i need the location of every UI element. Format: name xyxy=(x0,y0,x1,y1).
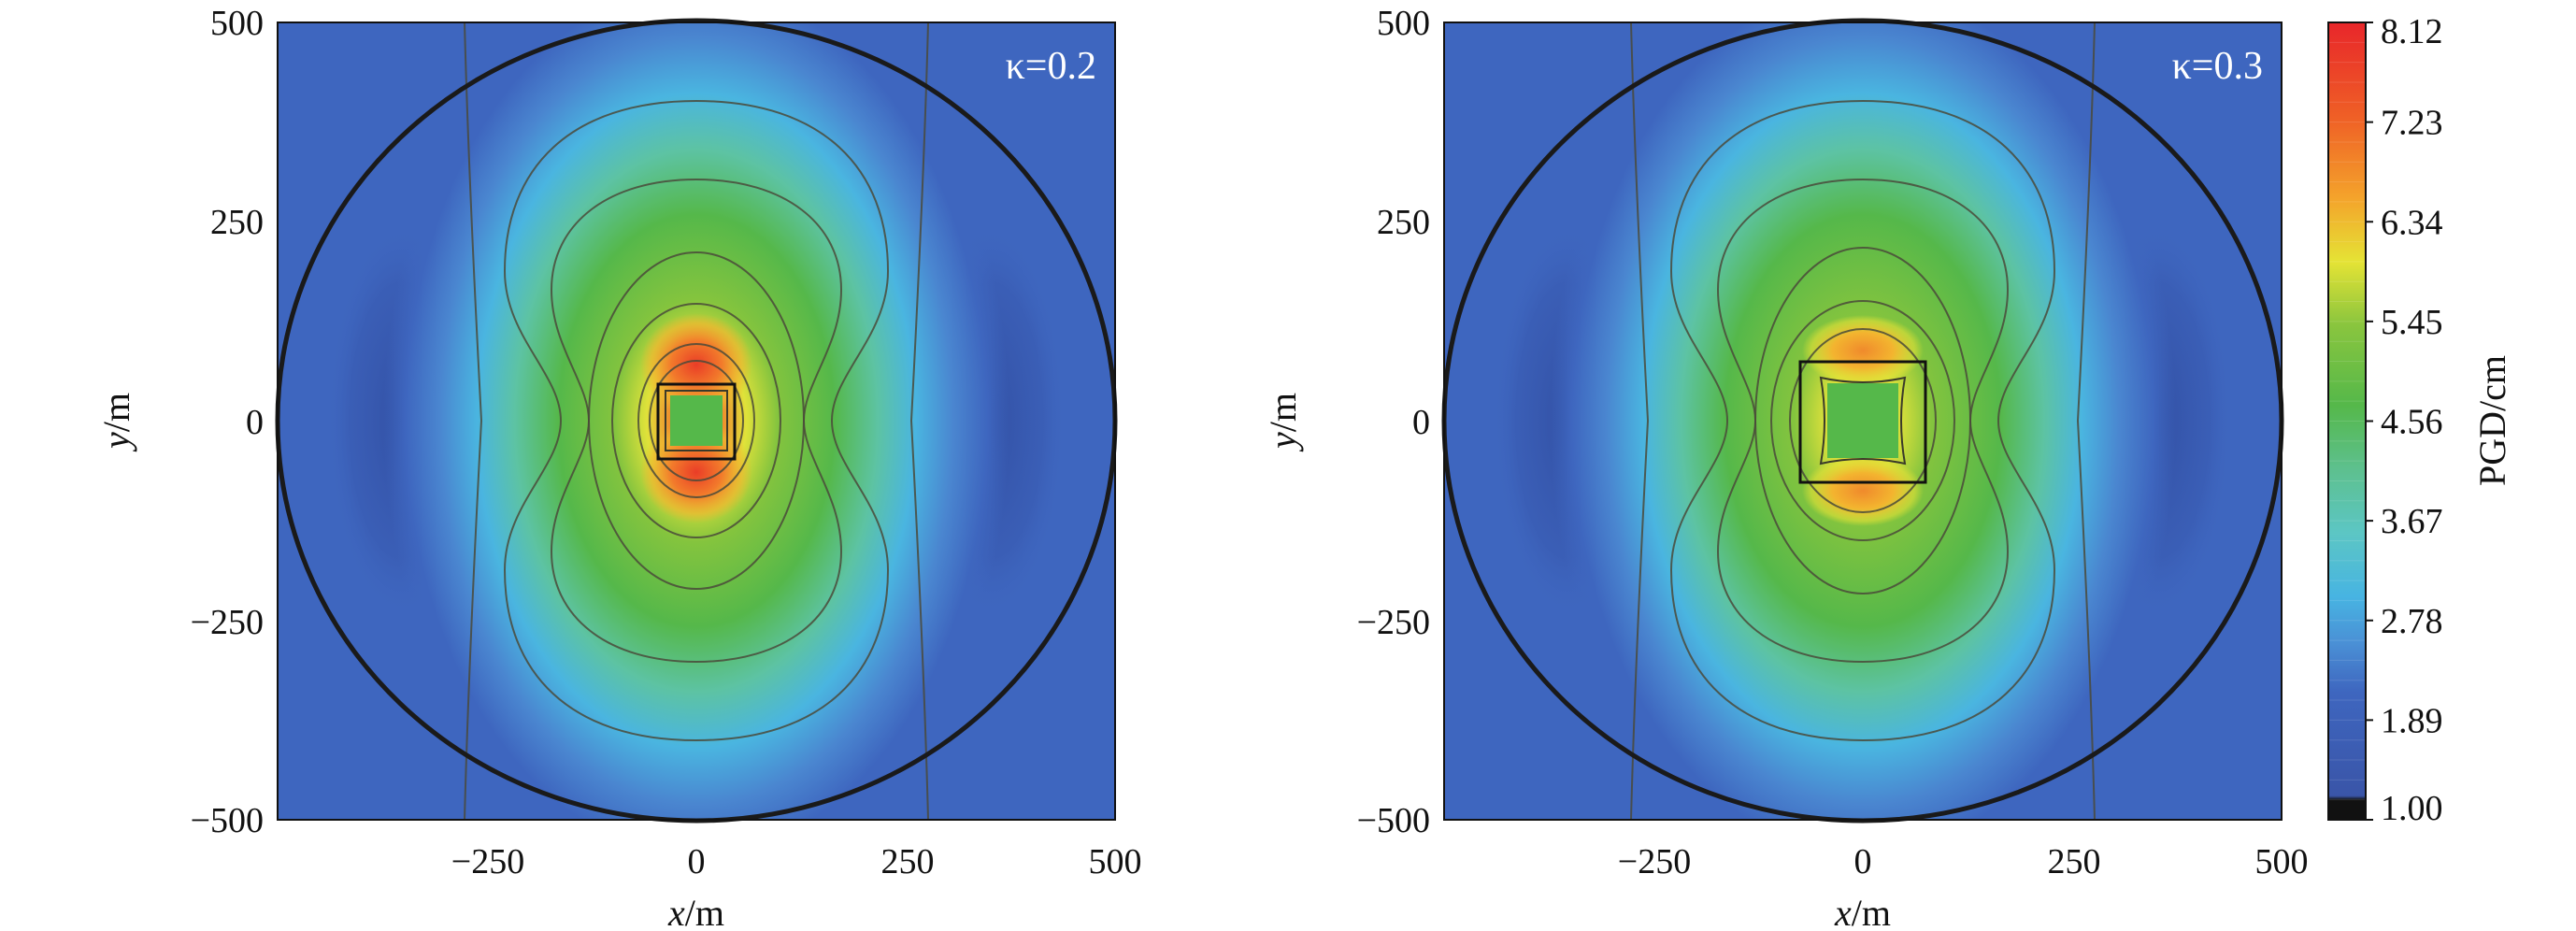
y-tick-label: 500 xyxy=(1377,4,1430,43)
x-axis-label-right: x/m xyxy=(1834,892,1891,931)
y-axis-unit: /m xyxy=(95,393,137,432)
contour-lines-left xyxy=(464,22,929,820)
x-tick-label: 250 xyxy=(2048,842,2101,881)
contour-line xyxy=(464,22,483,820)
y-axis-var: y xyxy=(1262,432,1304,452)
contour-line xyxy=(649,360,744,481)
contour-line xyxy=(611,303,781,538)
y-tick-label: 500 xyxy=(210,4,264,43)
core-region-right xyxy=(1827,383,1898,458)
colorbar-tick-label: 7.23 xyxy=(2381,104,2443,143)
colorbar-tick-label: 8.12 xyxy=(2381,12,2443,51)
colorbar-tick-label: 2.78 xyxy=(2381,602,2443,641)
colorbar-tick-label: 6.34 xyxy=(2381,203,2443,242)
y-axis-unit: /m xyxy=(1262,393,1304,432)
y-ticks-left: 500 250 0 −250 −500 xyxy=(191,4,264,840)
colorbar-gradient xyxy=(2328,22,2366,820)
heatmap-field-left xyxy=(278,22,1115,820)
colorbar-ticks: 8.12 7.23 6.34 5.45 4.56 3.67 2.78 1.89 1.00 xyxy=(2366,12,2443,828)
x-tick-label: −250 xyxy=(451,842,524,881)
contour-line xyxy=(637,343,755,498)
source-square-right xyxy=(1798,360,1927,484)
x-axis-label-left: x/m xyxy=(667,892,724,931)
y-tick-label: −500 xyxy=(191,801,264,840)
source-square-left xyxy=(656,382,737,461)
colorbar-tick-label: 1.89 xyxy=(2381,701,2443,740)
contour-line xyxy=(1669,99,2056,742)
contour-line xyxy=(1630,22,1650,820)
contour-line xyxy=(909,22,929,820)
pgd-peak-left-south xyxy=(640,421,752,523)
y-axis-label-left: y/m xyxy=(95,393,137,452)
y-tick-label: 0 xyxy=(1412,403,1430,442)
y-tick-label: 250 xyxy=(1377,203,1430,242)
core-contour-right xyxy=(1819,376,1907,466)
contour-panel-left: κ=0.2 500 250 0 −250 −500 −250 0 250 500… xyxy=(95,4,1142,931)
colorbar: 8.12 7.23 6.34 5.45 4.56 3.67 2.78 1.89 1.00 PGD… xyxy=(2327,12,2513,828)
x-axis-unit: /m xyxy=(685,892,724,931)
x-tick-label: 0 xyxy=(688,842,706,881)
core-region-left xyxy=(670,395,723,446)
pgd-peak-right-north xyxy=(1802,315,1924,386)
colorbar-tick-label: 5.45 xyxy=(2381,303,2443,342)
contour-line xyxy=(550,178,843,664)
x-axis-var: x xyxy=(1834,892,1852,931)
panel-annotation-right: κ=0.3 xyxy=(2172,45,2263,88)
contour-line xyxy=(503,99,890,742)
contour-line xyxy=(1754,247,1971,594)
panel-annotation-left: κ=0.2 xyxy=(1006,45,1096,88)
contour-lines-right xyxy=(1630,22,2096,820)
plot-frame-right xyxy=(1443,21,2283,821)
x-tick-label: 500 xyxy=(1089,842,1142,881)
core-contour-left xyxy=(665,390,728,451)
contour-panel-right: κ=0.3 500 250 0 −250 −500 −250 0 250 500… xyxy=(1262,4,2309,931)
colorbar-label: PGD/cm xyxy=(2471,355,2513,486)
contour-line xyxy=(1716,178,2010,664)
x-tick-label: 500 xyxy=(2255,842,2309,881)
contour-line xyxy=(2076,22,2096,820)
x-tick-label: 0 xyxy=(1854,842,1872,881)
y-tick-label: 0 xyxy=(246,403,264,442)
x-axis-unit: /m xyxy=(1852,892,1891,931)
y-tick-label: −500 xyxy=(1357,801,1430,840)
y-axis-label-right: y/m xyxy=(1262,393,1304,452)
x-ticks-right: −250 0 250 500 xyxy=(1618,842,2309,881)
y-ticks-right: 500 250 0 −250 −500 xyxy=(1357,4,1430,840)
y-tick-label: −250 xyxy=(191,603,264,642)
plot-frame-left xyxy=(277,21,1116,821)
colorbar-tick-label: 4.56 xyxy=(2381,403,2443,442)
contour-line xyxy=(1770,300,1955,541)
x-tick-label: −250 xyxy=(1618,842,1691,881)
x-axis-var: x xyxy=(667,892,685,931)
y-axis-var: y xyxy=(95,432,137,452)
y-tick-label: 250 xyxy=(210,203,264,242)
contour-line xyxy=(1789,328,1937,513)
x-ticks-left: −250 0 250 500 xyxy=(451,842,1142,881)
colorbar-tick-label: 1.00 xyxy=(2381,789,2443,828)
x-tick-label: 250 xyxy=(881,842,935,881)
y-tick-label: −250 xyxy=(1357,603,1430,642)
colorbar-bands xyxy=(2328,41,2366,801)
pgd-peak-right-south xyxy=(1802,455,1924,526)
colorbar-tick-label: 3.67 xyxy=(2381,502,2443,541)
contour-line xyxy=(588,251,805,590)
